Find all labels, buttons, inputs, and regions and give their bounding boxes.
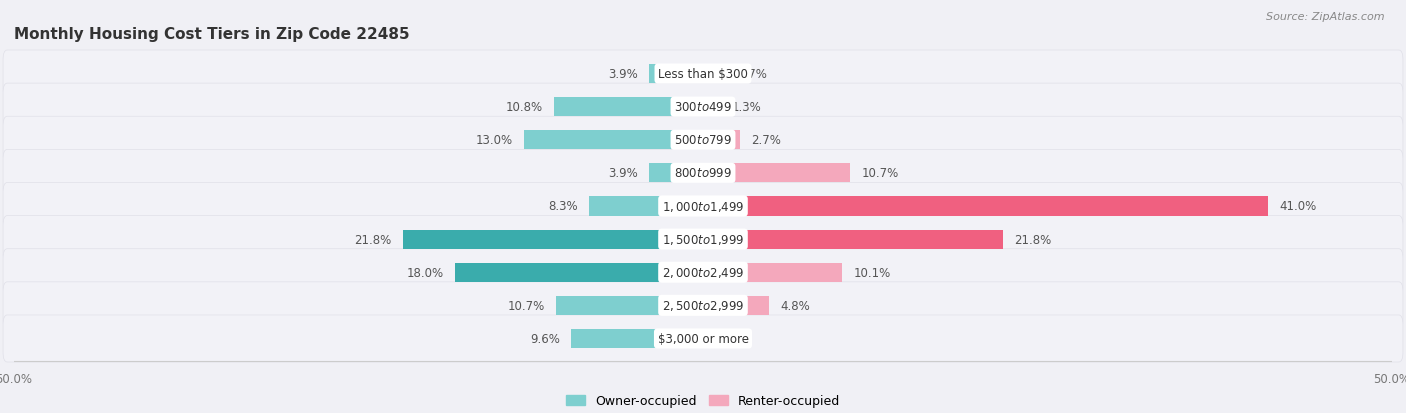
FancyBboxPatch shape	[3, 117, 1403, 164]
Bar	[703, 296, 769, 315]
Text: 18.0%: 18.0%	[406, 266, 444, 279]
Text: $2,000 to $2,499: $2,000 to $2,499	[662, 266, 744, 280]
Text: $2,500 to $2,999: $2,500 to $2,999	[662, 299, 744, 313]
Text: 1.7%: 1.7%	[738, 68, 768, 81]
Text: 21.8%: 21.8%	[354, 233, 392, 246]
Bar	[571, 329, 703, 348]
Bar	[554, 98, 703, 117]
Bar	[650, 65, 703, 84]
Bar	[703, 98, 721, 117]
FancyBboxPatch shape	[3, 249, 1403, 296]
FancyBboxPatch shape	[3, 150, 1403, 197]
Text: 1.3%: 1.3%	[733, 101, 762, 114]
Text: Monthly Housing Cost Tiers in Zip Code 22485: Monthly Housing Cost Tiers in Zip Code 2…	[14, 26, 409, 41]
Text: $3,000 or more: $3,000 or more	[658, 332, 748, 345]
Bar	[650, 164, 703, 183]
Text: $800 to $999: $800 to $999	[673, 167, 733, 180]
FancyBboxPatch shape	[3, 84, 1403, 131]
FancyBboxPatch shape	[3, 51, 1403, 98]
Bar	[555, 296, 703, 315]
Text: 0.0%: 0.0%	[714, 332, 744, 345]
Text: 41.0%: 41.0%	[1279, 200, 1316, 213]
Text: Source: ZipAtlas.com: Source: ZipAtlas.com	[1267, 12, 1385, 22]
Text: $300 to $499: $300 to $499	[673, 101, 733, 114]
Bar	[456, 263, 703, 282]
Text: $1,500 to $1,999: $1,500 to $1,999	[662, 233, 744, 247]
Bar	[703, 131, 740, 150]
FancyBboxPatch shape	[3, 282, 1403, 329]
Legend: Owner-occupied, Renter-occupied: Owner-occupied, Renter-occupied	[567, 394, 839, 408]
Text: 9.6%: 9.6%	[530, 332, 560, 345]
Bar	[703, 263, 842, 282]
Text: $1,000 to $1,499: $1,000 to $1,499	[662, 199, 744, 214]
Bar	[703, 197, 1268, 216]
Text: 10.7%: 10.7%	[508, 299, 544, 312]
Bar	[589, 197, 703, 216]
Text: 8.3%: 8.3%	[548, 200, 578, 213]
Text: 21.8%: 21.8%	[1014, 233, 1052, 246]
FancyBboxPatch shape	[3, 216, 1403, 263]
Bar	[703, 230, 1004, 249]
Text: 10.7%: 10.7%	[862, 167, 898, 180]
Text: $500 to $799: $500 to $799	[673, 134, 733, 147]
Text: 13.0%: 13.0%	[475, 134, 513, 147]
Text: 3.9%: 3.9%	[609, 68, 638, 81]
Bar	[402, 230, 703, 249]
FancyBboxPatch shape	[3, 315, 1403, 362]
Text: 4.8%: 4.8%	[780, 299, 810, 312]
Bar	[524, 131, 703, 150]
Text: Less than $300: Less than $300	[658, 68, 748, 81]
Text: 10.8%: 10.8%	[506, 101, 543, 114]
Bar	[703, 65, 727, 84]
Text: 10.1%: 10.1%	[853, 266, 890, 279]
Text: 2.7%: 2.7%	[751, 134, 782, 147]
Text: 3.9%: 3.9%	[609, 167, 638, 180]
FancyBboxPatch shape	[3, 183, 1403, 230]
Bar	[703, 164, 851, 183]
